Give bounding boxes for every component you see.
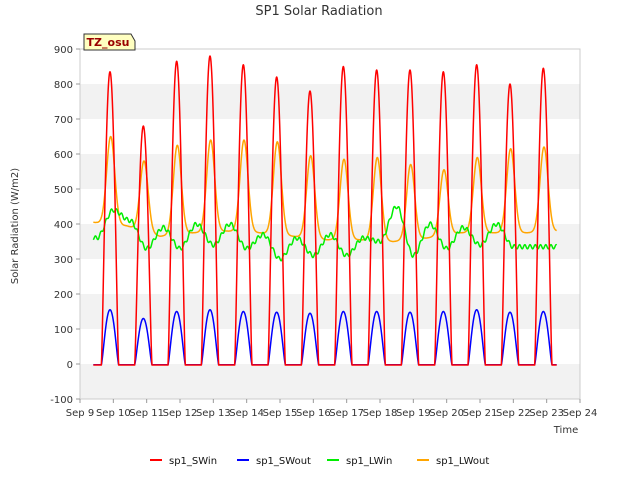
grid-band — [80, 154, 580, 189]
x-tick-label: Sep 11 — [129, 408, 164, 419]
y-tick-label: 800 — [54, 80, 73, 91]
y-tick-label: -100 — [50, 395, 73, 406]
timezone-badge-label: TZ_osu — [87, 36, 130, 49]
legend: sp1_SWin sp1_SWout sp1_LWin sp1_LWout — [150, 456, 489, 467]
x-tick-label: Sep 23 — [529, 408, 564, 419]
y-axis-title: Solar Radiation (W/m2) — [10, 168, 21, 284]
x-tick-label: Sep 12 — [163, 408, 198, 419]
y-tick-label: 600 — [54, 150, 73, 161]
y-tick-label: 500 — [54, 185, 73, 196]
x-tick-label: Sep 10 — [96, 408, 131, 419]
series-layer — [92, 55, 558, 366]
timezone-badge: TZ_osu — [83, 33, 136, 51]
x-tick-label: Sep 9 — [66, 408, 94, 419]
grid-band — [80, 294, 580, 329]
x-axis-title: Time — [553, 425, 578, 436]
grid-band — [80, 189, 580, 224]
x-tick-label: Sep 16 — [296, 408, 331, 419]
grid-bands — [80, 49, 580, 399]
x-tick-label: Sep 18 — [363, 408, 398, 419]
x-tick-label: Sep 22 — [496, 408, 531, 419]
x-tick-label: Sep 21 — [463, 408, 498, 419]
x-tick-label: Sep 19 — [396, 408, 431, 419]
chart-title: SP1 Solar Radiation — [255, 4, 382, 19]
y-tick-label: 900 — [54, 45, 73, 56]
grid-band — [80, 49, 580, 84]
x-tick-label: Sep 15 — [263, 408, 298, 419]
y-tick-label: 0 — [67, 360, 73, 371]
legend-label: sp1_SWout — [256, 456, 311, 467]
grid-band — [80, 224, 580, 259]
y-tick-label: 400 — [54, 220, 73, 231]
x-tick-label: Sep 14 — [229, 408, 264, 419]
timezone-badge-box — [83, 33, 136, 51]
y-tick-label: 200 — [54, 290, 73, 301]
grid-band — [80, 119, 580, 154]
grid-band — [80, 259, 580, 294]
y-tick-label: 700 — [54, 115, 73, 126]
grid-band — [80, 329, 580, 364]
grid-band — [80, 84, 580, 119]
legend-label: sp1_LWout — [436, 456, 489, 467]
y-tick-label: 100 — [54, 325, 73, 336]
legend-label: sp1_SWin — [169, 456, 217, 467]
y-axis: -100 0 100 200 300 400 500 600 700 800 900 — [50, 45, 80, 406]
x-tick-label: Sep 17 — [329, 408, 364, 419]
x-tick-label: Sep 20 — [429, 408, 464, 419]
y-tick-label: 300 — [54, 255, 73, 266]
series-line-sp1-swin — [92, 55, 558, 366]
legend-label: sp1_LWin — [346, 456, 392, 467]
x-tick-label: Sep 13 — [196, 408, 231, 419]
grid-band — [80, 364, 580, 399]
x-tick-label: Sep 24 — [563, 408, 598, 419]
